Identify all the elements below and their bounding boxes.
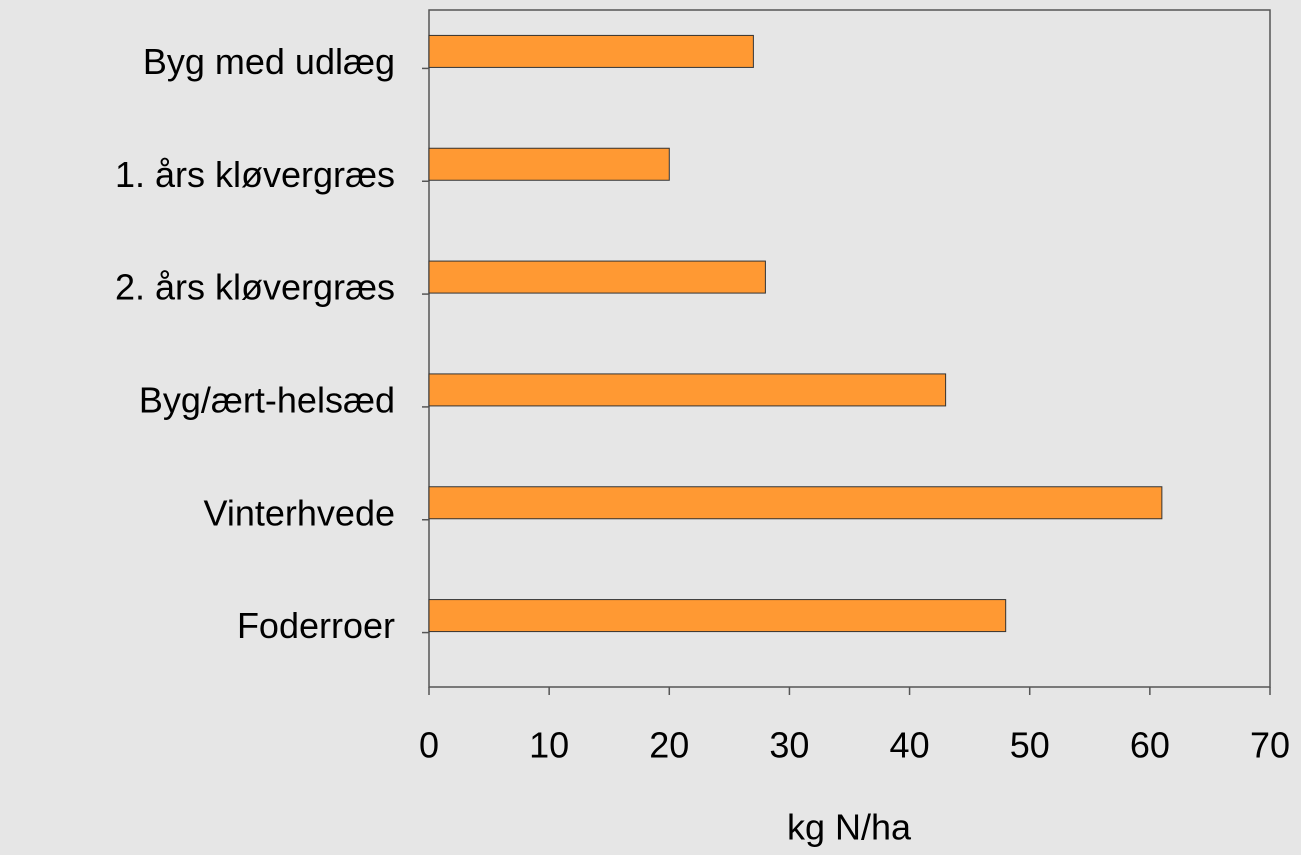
bar <box>428 147 670 181</box>
x-axis-label: kg N/ha <box>787 807 912 848</box>
x-tick-label: 60 <box>1130 725 1170 766</box>
bar <box>428 34 754 68</box>
y-tick-label: Byg med udlæg <box>143 41 395 82</box>
x-tick-label: 10 <box>529 725 569 766</box>
y-tick-label: Foderroer <box>237 605 395 646</box>
x-tick-label: 20 <box>649 725 689 766</box>
bar <box>428 599 1007 633</box>
x-tick-label: 70 <box>1250 725 1290 766</box>
bar <box>428 373 947 407</box>
y-tick-label: 1. års kløvergræs <box>115 154 395 195</box>
bar <box>428 260 766 294</box>
x-tick-label: 30 <box>769 725 809 766</box>
x-tick-label: 40 <box>890 725 930 766</box>
bar <box>428 486 1163 520</box>
y-tick-label: Byg/ært-helsæd <box>139 379 395 420</box>
x-tick-label: 50 <box>1010 725 1050 766</box>
y-tick-label: Vinterhvede <box>204 492 395 533</box>
plot-frame <box>428 9 1271 688</box>
x-tick-label: 0 <box>419 725 439 766</box>
y-tick-label: 2. års kløvergræs <box>115 267 395 308</box>
